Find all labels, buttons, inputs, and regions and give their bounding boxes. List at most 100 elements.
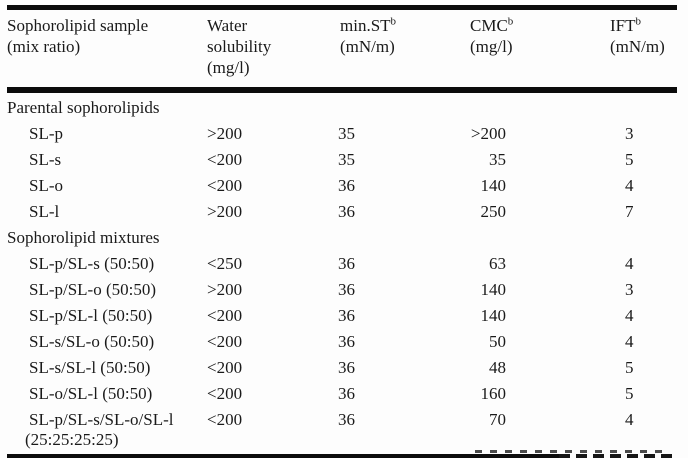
header-min-st-unit: (mN/m) (340, 37, 395, 56)
cell-sample: SL-p/SL-s (50:50) (7, 251, 207, 277)
table-body: Parental sophorolipids SL-p >200 35 >200 3 SL-… (7, 93, 677, 452)
sophorolipid-properties-table: Sophorolipid sample (mix ratio) Water so… (7, 5, 677, 458)
cell-ift: 7 (625, 202, 634, 221)
header-water-line1: Water (207, 16, 248, 35)
cell-water-solubility: >200 (207, 280, 243, 299)
cell-min-st: 36 (338, 254, 355, 273)
header-sample-line2: (mix ratio) (7, 37, 81, 56)
cell-min-st: 36 (338, 280, 355, 299)
sample-name: SL-p (29, 124, 63, 143)
header-water-solubility-column: Water solubility (mg/l) (207, 15, 340, 78)
cell-sample: SL-o/SL-l (50:50) (7, 381, 207, 407)
table-top-rule (7, 5, 677, 10)
cell-ift: 4 (625, 332, 634, 351)
cell-cmc: 48 (489, 358, 506, 377)
table-row: SL-p/SL-s/SL-o/SL-l (25:25:25:25) <200 36 70… (7, 407, 677, 450)
cell-min-st: 36 (338, 410, 355, 429)
table-row: SL-p/SL-o (50:50) >200 36 140 3 (7, 277, 677, 303)
cell-sample: SL-s (7, 147, 207, 173)
sample-name: SL-s/SL-l (50:50) (29, 358, 151, 377)
cell-water-solubility: <200 (207, 384, 243, 403)
table-row: SL-l >200 36 250 7 (7, 199, 677, 225)
header-sample-column: Sophorolipid sample (mix ratio) (7, 15, 207, 78)
cell-cmc: 63 (489, 254, 506, 273)
cell-cmc: 35 (489, 150, 506, 169)
cell-water-solubility: >200 (207, 124, 243, 143)
cell-ift: 3 (625, 280, 634, 299)
cell-cmc: 250 (480, 202, 507, 221)
cell-sample: SL-p/SL-s/SL-o/SL-l (25:25:25:25) (7, 407, 207, 450)
header-water-line3: (mg/l) (207, 58, 250, 77)
header-ift-column: IFTb (mN/m) (610, 15, 677, 78)
cell-min-st: 36 (338, 306, 355, 325)
scan-artifact-specks (475, 450, 669, 453)
sample-name: SL-p/SL-o (50:50) (29, 280, 157, 299)
footnote-marker-b: b (635, 15, 642, 28)
cell-sample: SL-s/SL-l (50:50) (7, 355, 207, 381)
cell-min-st: 35 (338, 124, 355, 143)
sample-name: SL-p/SL-l (50:50) (29, 306, 153, 325)
cell-water-solubility: <200 (207, 176, 243, 195)
cell-water-solubility: <200 (207, 150, 243, 169)
section-title: Parental sophorolipids (7, 98, 160, 117)
table-row: SL-s <200 35 35 5 (7, 147, 677, 173)
cell-sample: SL-l (7, 199, 207, 225)
sample-mix-ratio: (25:25:25:25) (25, 430, 119, 449)
header-ift-name: IFTb (610, 15, 642, 35)
header-water-line2: solubility (207, 37, 272, 56)
sample-name: SL-p/SL-s (50:50) (29, 254, 155, 273)
cell-cmc: 50 (489, 332, 506, 351)
header-sample-line1: Sophorolipid sample (7, 16, 149, 35)
table-header-row: Sophorolipid sample (mix ratio) Water so… (7, 10, 677, 87)
sample-name: SL-s (29, 150, 62, 169)
cell-sample: SL-o (7, 173, 207, 199)
cell-ift: 3 (625, 124, 634, 143)
sample-name: SL-l (29, 202, 60, 221)
cell-sample: SL-p/SL-l (50:50) (7, 303, 207, 329)
cell-cmc: 70 (489, 410, 506, 429)
table-row: SL-o/SL-l (50:50) <200 36 160 5 (7, 381, 677, 407)
cell-cmc: 160 (480, 384, 507, 403)
cell-water-solubility: <200 (207, 332, 243, 351)
cell-ift: 4 (625, 410, 634, 429)
footnote-marker-b: b (507, 15, 514, 28)
cell-ift: 4 (625, 176, 634, 195)
header-min-st-name: min.STb (340, 15, 397, 35)
cell-sample: SL-s/SL-o (50:50) (7, 329, 207, 355)
cell-water-solubility: <200 (207, 306, 243, 325)
cell-cmc: 140 (480, 176, 507, 195)
table-row: SL-p/SL-l (50:50) <200 36 140 4 (7, 303, 677, 329)
table-row: SL-s/SL-l (50:50) <200 36 48 5 (7, 355, 677, 381)
cell-water-solubility: >200 (207, 202, 243, 221)
cell-min-st: 36 (338, 176, 355, 195)
header-cmc-column: CMCb (mg/l) (470, 15, 610, 78)
header-min-st-column: min.STb (mN/m) (340, 15, 470, 78)
table-header-rule (7, 87, 677, 93)
cell-sample: SL-p (7, 121, 207, 147)
cell-min-st: 36 (338, 384, 355, 403)
cell-cmc: 140 (480, 306, 507, 325)
cell-min-st: 36 (338, 332, 355, 351)
cell-water-solubility: <200 (207, 410, 243, 429)
sample-name: SL-p/SL-s/SL-o/SL-l (29, 410, 174, 429)
table-row: SL-o <200 36 140 4 (7, 173, 677, 199)
cell-ift: 5 (625, 150, 634, 169)
cell-water-solubility: <250 (207, 254, 243, 273)
cell-cmc: >200 (470, 124, 506, 143)
sample-name: SL-s/SL-o (50:50) (29, 332, 155, 351)
footnote-marker-b: b (390, 15, 397, 28)
cell-ift: 4 (625, 254, 634, 273)
sample-name: SL-o/SL-l (50:50) (29, 384, 153, 403)
cell-ift: 4 (625, 306, 634, 325)
table-row: SL-s/SL-o (50:50) <200 36 50 4 (7, 329, 677, 355)
header-cmc-unit: (mg/l) (470, 37, 513, 56)
cell-ift: 5 (625, 384, 634, 403)
header-cmc-name: CMCb (470, 15, 514, 35)
table-row: SL-p/SL-s (50:50) <250 36 63 4 (7, 251, 677, 277)
cell-ift: 5 (625, 358, 634, 377)
cell-sample: SL-p/SL-o (50:50) (7, 277, 207, 303)
cell-min-st: 35 (338, 150, 355, 169)
sample-name: SL-o (29, 176, 63, 195)
cell-cmc: 140 (480, 280, 507, 299)
cell-water-solubility: <200 (207, 358, 243, 377)
